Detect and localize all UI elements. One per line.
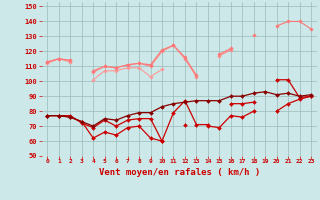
X-axis label: Vent moyen/en rafales ( km/h ): Vent moyen/en rafales ( km/h ) [99,168,260,177]
